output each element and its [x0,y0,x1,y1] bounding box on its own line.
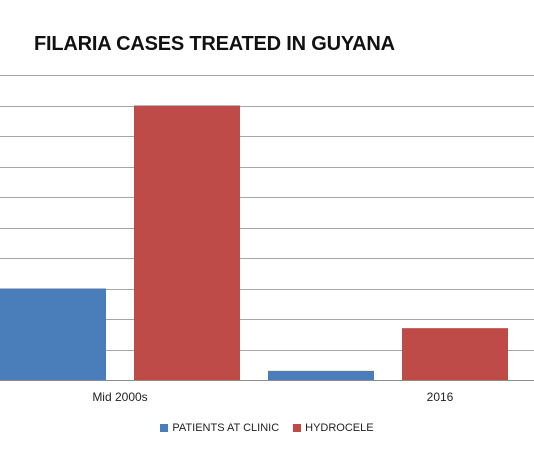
legend: PATIENTS AT CLINIC HYDROCELE [0,422,534,434]
category-label: Mid 2000s [92,390,147,404]
chart-title: FILARIA CASES TREATED IN GUYANA [34,33,395,55]
legend-swatch [293,424,302,433]
legend-swatch [160,424,169,433]
bar-patients-at-clinic-0 [0,288,106,380]
category-label: 2016 [427,390,454,404]
bars [0,105,508,380]
category-labels: Mid 2000s 2016 [92,390,453,404]
bar-hydrocele-1 [402,328,508,380]
legend-label: HYDROCELE [305,422,374,435]
legend-item: HYDROCELE [293,422,374,435]
bar-hydrocele-0 [134,105,240,380]
legend-label: PATIENTS AT CLINIC [172,422,280,435]
gridlines [0,75,534,381]
legend-item: PATIENTS AT CLINIC [160,422,279,434]
bar-patients-at-clinic-1 [268,370,374,380]
